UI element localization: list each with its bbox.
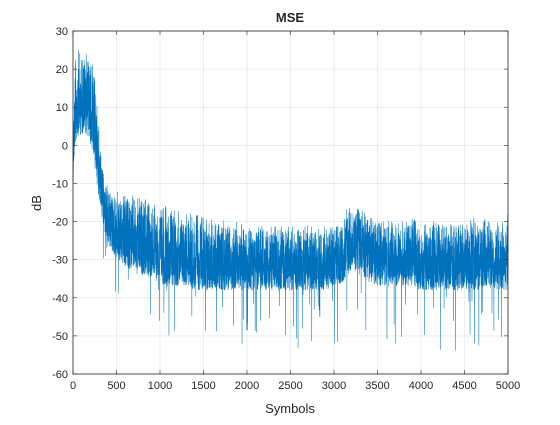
y-tick-label: -10	[52, 178, 68, 190]
y-ticks: 30 20 10 0 -10 -20 -30 -40 -50 -60	[52, 26, 508, 381]
series-group	[72, 50, 509, 351]
y-tick-label: -20	[52, 217, 68, 229]
x-tick-label: 1500	[191, 380, 215, 392]
y-tick-label: -40	[52, 293, 68, 305]
y-axis-label: dB	[29, 195, 44, 211]
chart-title: MSE	[276, 10, 305, 25]
x-tick-label: 1000	[148, 380, 172, 392]
y-tick-label: 0	[62, 140, 68, 152]
x-ticks: 0 500 1000 1500 2000 2500 3000 3500 4000 4500 5000	[70, 31, 520, 392]
x-tick-label: 5000	[496, 380, 520, 392]
x-tick-label: 3000	[322, 380, 346, 392]
x-tick-label: 4000	[409, 380, 433, 392]
x-tick-label: 3500	[365, 380, 389, 392]
x-tick-label: 2500	[278, 380, 302, 392]
x-tick-label: 500	[107, 380, 125, 392]
x-tick-label: 2000	[235, 380, 259, 392]
x-tick-label: 4500	[452, 380, 476, 392]
y-tick-label: -50	[52, 331, 68, 343]
x-tick-label: 0	[70, 380, 76, 392]
y-tick-label: -30	[52, 255, 68, 267]
y-tick-label: 30	[56, 26, 68, 38]
x-axis-label: Symbols	[265, 401, 315, 416]
y-tick-label: -60	[52, 369, 68, 381]
y-tick-label: 10	[56, 102, 68, 114]
mse-series-line	[72, 50, 509, 351]
y-tick-label: 20	[56, 64, 68, 76]
